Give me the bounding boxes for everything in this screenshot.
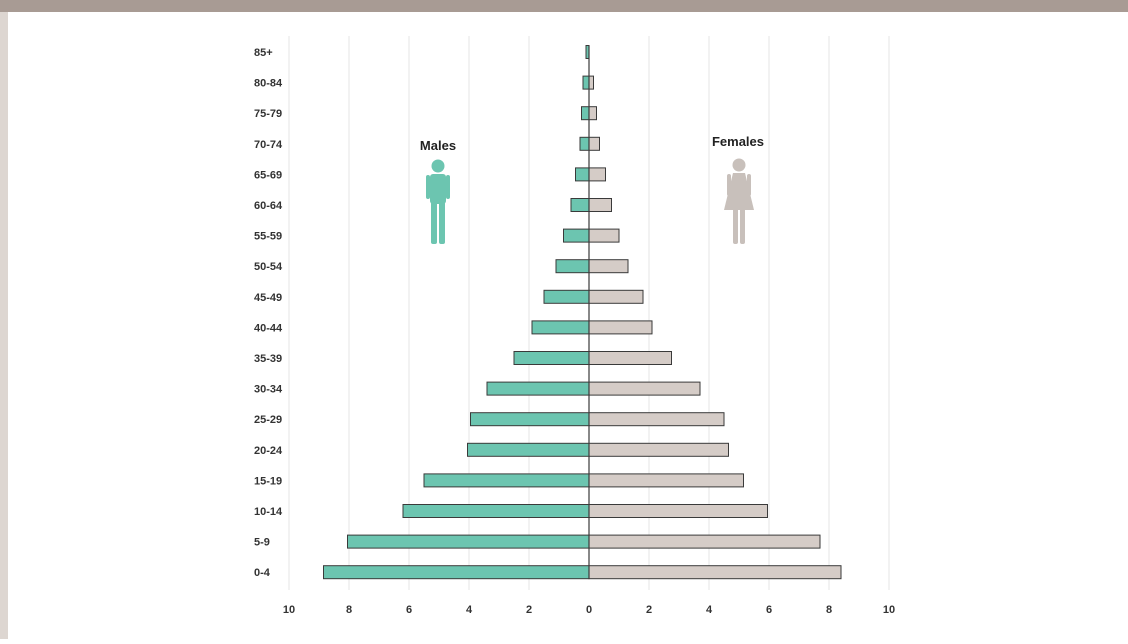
male-bar [347, 534, 590, 549]
male-bar [570, 198, 590, 212]
female-bar [588, 565, 842, 580]
female-bar [588, 412, 725, 427]
male-bar [423, 473, 590, 488]
male-bar [513, 351, 590, 365]
age-group-label: 45-49 [254, 292, 282, 304]
female-bar [588, 473, 744, 488]
female-bar [588, 75, 594, 90]
age-group-label: 75-79 [254, 108, 282, 120]
left-border [0, 12, 8, 639]
age-group-label: 70-74 [254, 139, 283, 151]
bar-layer [323, 45, 842, 580]
male-bar [470, 412, 590, 427]
male-bar [579, 136, 590, 151]
female-bar [588, 289, 644, 304]
female-bar [588, 106, 597, 121]
x-tick-label: 6 [766, 604, 772, 616]
male-bar [402, 504, 590, 518]
series-label-females: Females [712, 134, 764, 149]
female-bar [588, 381, 701, 396]
male-bar [563, 228, 590, 243]
x-tick-label: 10 [883, 604, 895, 616]
female-bar [588, 136, 600, 151]
age-group-label: 65-69 [254, 169, 282, 181]
male-bar [467, 442, 590, 457]
age-group-label: 35-39 [254, 353, 282, 365]
top-band [0, 0, 1128, 12]
x-tick-label: 4 [466, 604, 473, 616]
x-tick-label: 6 [406, 604, 412, 616]
male-bar [543, 289, 590, 304]
label-layer: 10 8 6 4 2 0 2 4 6 8 10 85+ 80-84 75-79 70-74 65-69 60-6… [254, 47, 895, 616]
age-group-label: 5-9 [254, 537, 270, 549]
female-bar [588, 167, 606, 182]
age-group-label: 30-34 [254, 384, 283, 396]
grid-layer [288, 36, 890, 590]
x-tick-label: 10 [283, 604, 295, 616]
x-tick-label: 4 [706, 604, 713, 616]
x-tick-label: 2 [646, 604, 652, 616]
male-bar [323, 565, 590, 580]
x-tick-label: 0 [586, 604, 592, 616]
male-bar [555, 259, 590, 274]
female-bar [588, 504, 768, 518]
x-tick-label: 8 [346, 604, 352, 616]
female-bar [588, 228, 620, 243]
age-group-label: 50-54 [254, 261, 283, 273]
age-group-label: 40-44 [254, 322, 283, 334]
female-bar [588, 259, 629, 274]
age-group-label: 60-64 [254, 200, 283, 212]
male-bar [486, 381, 590, 396]
age-group-label: 80-84 [254, 78, 283, 90]
male-person-icon [426, 159, 450, 244]
male-bar [581, 106, 590, 121]
female-bar [588, 198, 612, 212]
x-tick-label: 2 [526, 604, 532, 616]
female-bar [588, 351, 672, 365]
male-bar [582, 75, 590, 90]
age-group-label: 15-19 [254, 475, 282, 487]
age-group-label: 10-14 [254, 506, 283, 518]
female-person-icon [724, 158, 754, 244]
male-bar [531, 320, 590, 335]
age-group-label: 0-4 [254, 567, 271, 579]
female-bar [588, 320, 653, 335]
female-bar [588, 442, 729, 457]
x-tick-label: 8 [826, 604, 832, 616]
male-bar [575, 167, 590, 182]
age-group-label: 25-29 [254, 414, 282, 426]
age-group-label: 55-59 [254, 231, 282, 243]
age-group-label: 85+ [254, 47, 273, 59]
female-bar [588, 534, 821, 549]
age-group-label: 20-24 [254, 445, 283, 457]
series-label-males: Males [420, 138, 456, 153]
